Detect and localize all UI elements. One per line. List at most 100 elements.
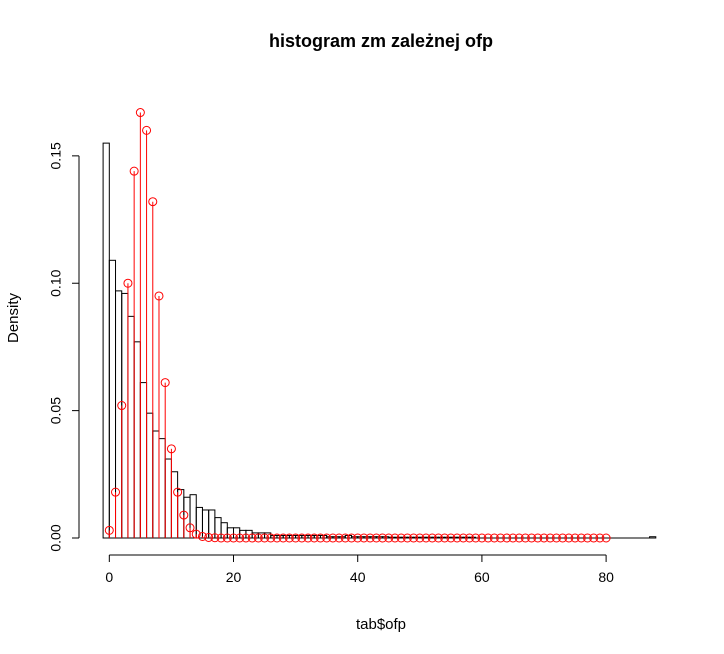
y-tick-label: 0.00 xyxy=(48,524,64,551)
pmf-point xyxy=(595,533,605,543)
pmf-point xyxy=(104,525,114,535)
pmf-point xyxy=(340,533,350,543)
pmf-point xyxy=(558,533,568,543)
pmf-point xyxy=(589,533,599,543)
pmf-point xyxy=(241,533,251,543)
pmf-point xyxy=(235,533,245,543)
pmf-point xyxy=(576,533,586,543)
pmf-point xyxy=(421,533,431,543)
pmf-point xyxy=(272,533,282,543)
chart-title: histogram zm zależnej ofp xyxy=(269,31,493,51)
histogram-bar xyxy=(158,438,166,539)
pmf-point xyxy=(135,108,145,118)
pmf-point xyxy=(260,533,270,543)
pmf-point xyxy=(148,197,158,207)
y-tick-label: 0.05 xyxy=(48,397,64,424)
x-axis-label: tab$ofp xyxy=(356,616,406,633)
histogram-bar xyxy=(233,527,241,539)
pmf-point xyxy=(446,533,456,543)
pmf-point xyxy=(378,533,388,543)
pmf-point xyxy=(390,533,400,543)
pmf-point xyxy=(291,533,301,543)
pmf-point xyxy=(409,533,419,543)
y-tick-label: 0.10 xyxy=(48,269,64,296)
pmf-point xyxy=(216,533,226,543)
pmf-point xyxy=(564,533,574,543)
histogram-bar xyxy=(139,382,148,539)
pmf-point xyxy=(582,533,592,543)
pmf-point xyxy=(471,533,481,543)
pmf-point xyxy=(160,378,170,388)
histogram-bar xyxy=(146,412,154,539)
pmf-point xyxy=(551,533,561,543)
pmf-point xyxy=(284,533,294,543)
pmf-point xyxy=(266,533,276,543)
pmf-point xyxy=(309,533,319,543)
pmf-point xyxy=(229,533,239,543)
pmf-point xyxy=(477,533,487,543)
pmf-point xyxy=(173,487,183,497)
pmf-point xyxy=(353,533,363,543)
pmf-point xyxy=(303,533,313,543)
x-tick-label: 20 xyxy=(226,569,242,585)
pmf-point xyxy=(415,533,425,543)
x-tick-label: 40 xyxy=(350,569,366,585)
histogram-bar xyxy=(226,527,235,539)
histogram-bars xyxy=(102,142,657,539)
pmf-point xyxy=(179,510,189,520)
pmf-point xyxy=(347,533,356,543)
pmf-point xyxy=(123,278,133,288)
pmf-point xyxy=(222,533,232,543)
pmf-point xyxy=(539,533,549,543)
pmf-point xyxy=(253,533,263,543)
pmf-point xyxy=(191,529,201,539)
pmf-point xyxy=(365,533,375,543)
x-tick-label: 60 xyxy=(474,569,490,585)
pmf-point xyxy=(142,125,152,135)
y-axis-label: Density xyxy=(5,292,22,343)
histogram-bar xyxy=(133,341,141,539)
pmf-point xyxy=(247,533,257,543)
pmf-point xyxy=(533,533,543,543)
pmf-point xyxy=(601,533,611,543)
pmf-point xyxy=(508,533,518,543)
pmf-point xyxy=(197,531,207,541)
pmf-point xyxy=(384,533,394,543)
pmf-point xyxy=(129,166,139,176)
histogram-bar xyxy=(170,471,179,539)
pmf-series xyxy=(104,108,611,543)
pmf-point xyxy=(154,291,164,301)
histogram-bar xyxy=(127,315,135,539)
pmf-point xyxy=(210,533,220,543)
pmf-point xyxy=(334,533,344,543)
pmf-point xyxy=(514,533,524,543)
pmf-point xyxy=(111,487,121,497)
pmf-point xyxy=(278,533,288,543)
pmf-point xyxy=(185,523,195,533)
histogram-bar xyxy=(177,489,185,539)
pmf-point xyxy=(527,533,537,543)
pmf-point xyxy=(483,533,493,543)
y-axis: 0.00 0.05 0.10 0.15 xyxy=(48,142,80,552)
pmf-point xyxy=(322,533,332,543)
histogram-bar xyxy=(102,142,110,539)
pmf-point xyxy=(166,444,176,454)
pmf-point xyxy=(502,533,512,543)
pmf-point xyxy=(359,533,369,543)
pmf-point xyxy=(427,533,437,543)
pmf-point xyxy=(117,401,127,411)
y-tick-label: 0.15 xyxy=(48,142,64,169)
x-tick-label: 0 xyxy=(105,569,113,585)
histogram-bar xyxy=(164,458,172,539)
pmf-point xyxy=(371,533,381,543)
pmf-point xyxy=(570,533,580,543)
pmf-point xyxy=(297,533,307,543)
pmf-point xyxy=(315,533,325,543)
pmf-point xyxy=(433,533,443,543)
pmf-point xyxy=(458,533,468,543)
pmf-point xyxy=(204,532,214,542)
pmf-point xyxy=(402,533,412,543)
pmf-point xyxy=(452,533,462,543)
x-axis: 0 20 40 60 80 xyxy=(105,554,614,585)
pmf-point xyxy=(396,533,406,543)
